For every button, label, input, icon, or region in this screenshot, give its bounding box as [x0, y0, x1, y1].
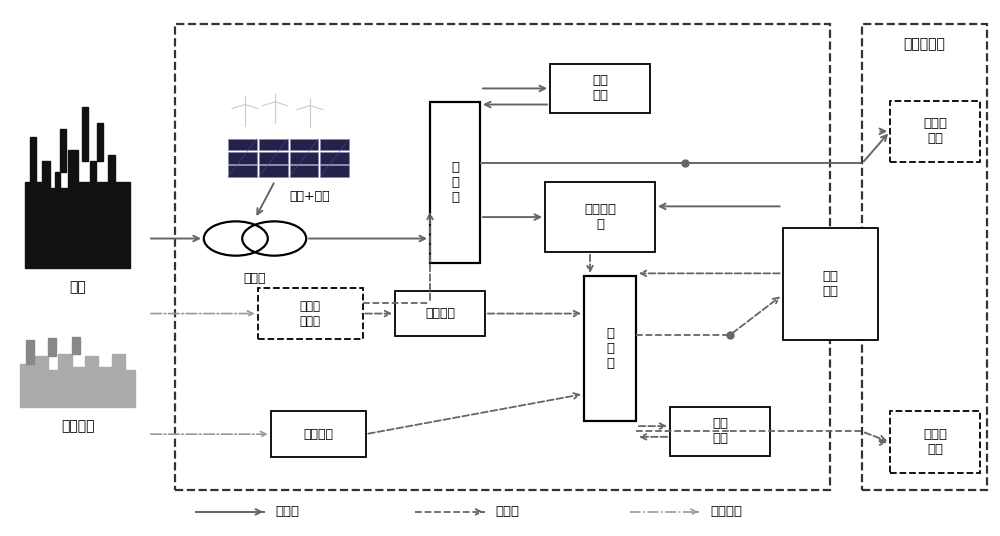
Text: 集
电
器: 集 电 器	[451, 161, 459, 204]
FancyBboxPatch shape	[320, 139, 349, 151]
Text: 广义
储能: 广义 储能	[822, 270, 838, 298]
FancyBboxPatch shape	[550, 64, 650, 113]
Polygon shape	[25, 150, 130, 268]
Text: 集
热
器: 集 热 器	[606, 327, 614, 370]
FancyBboxPatch shape	[175, 24, 830, 490]
Polygon shape	[26, 340, 34, 364]
FancyBboxPatch shape	[290, 152, 318, 163]
Text: 电网: 电网	[70, 280, 86, 294]
FancyBboxPatch shape	[228, 152, 257, 163]
Text: 储电
装置: 储电 装置	[592, 75, 608, 102]
Polygon shape	[20, 354, 135, 407]
FancyBboxPatch shape	[320, 152, 349, 163]
Text: 刚性热
负荷: 刚性热 负荷	[923, 428, 947, 456]
FancyBboxPatch shape	[890, 412, 980, 473]
FancyBboxPatch shape	[290, 165, 318, 177]
Text: 燃气锅炉: 燃气锅炉	[303, 428, 333, 441]
Text: 刚性电
负荷: 刚性电 负荷	[923, 117, 947, 145]
FancyBboxPatch shape	[320, 165, 349, 177]
FancyBboxPatch shape	[259, 165, 288, 177]
Text: 天然气流: 天然气流	[710, 505, 742, 518]
Text: 热电联
产机组: 热电联 产机组	[300, 300, 320, 327]
Text: 光伏+风电: 光伏+风电	[290, 190, 330, 204]
FancyBboxPatch shape	[782, 228, 878, 340]
FancyBboxPatch shape	[862, 24, 987, 490]
FancyBboxPatch shape	[584, 276, 636, 421]
FancyBboxPatch shape	[290, 139, 318, 151]
Text: 电能流: 电能流	[275, 505, 299, 518]
FancyBboxPatch shape	[220, 92, 350, 181]
FancyBboxPatch shape	[258, 288, 362, 339]
Polygon shape	[82, 107, 88, 161]
FancyBboxPatch shape	[270, 412, 366, 457]
Text: 电转热装
置: 电转热装 置	[584, 203, 616, 231]
Polygon shape	[60, 129, 66, 172]
Polygon shape	[30, 137, 36, 182]
FancyBboxPatch shape	[228, 165, 257, 177]
Text: 变压器: 变压器	[244, 272, 266, 285]
Polygon shape	[48, 338, 56, 356]
Text: 系统总负荷: 系统总负荷	[904, 38, 945, 51]
Polygon shape	[97, 123, 103, 161]
Polygon shape	[72, 337, 80, 354]
Text: 余热锅炉: 余热锅炉	[425, 307, 455, 320]
FancyBboxPatch shape	[220, 92, 350, 131]
FancyBboxPatch shape	[430, 102, 480, 263]
FancyBboxPatch shape	[670, 407, 770, 456]
FancyBboxPatch shape	[395, 291, 485, 337]
FancyBboxPatch shape	[259, 139, 288, 151]
FancyBboxPatch shape	[259, 152, 288, 163]
Text: 储热
装置: 储热 装置	[712, 418, 728, 445]
FancyBboxPatch shape	[890, 101, 980, 162]
Text: 天然气网: 天然气网	[61, 419, 95, 433]
FancyBboxPatch shape	[545, 182, 655, 252]
Text: 热能流: 热能流	[495, 505, 519, 518]
FancyBboxPatch shape	[228, 139, 257, 151]
